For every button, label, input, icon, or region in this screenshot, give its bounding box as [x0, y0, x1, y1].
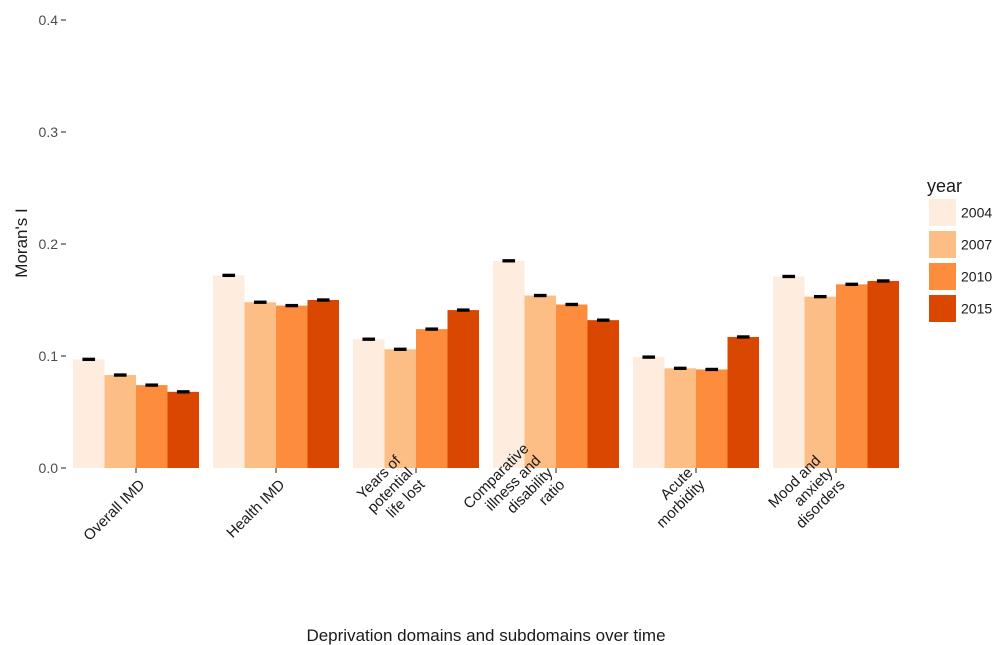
y-tick-label: 0.0 [39, 460, 59, 476]
bar-2010 [136, 385, 168, 468]
legend-label-2015: 2015 [961, 301, 992, 317]
bar-2007 [804, 296, 836, 468]
x-category-label: Acutemorbidity [641, 464, 708, 531]
bar-2015 [867, 280, 899, 468]
bar-2004 [73, 359, 105, 468]
bar-2010 [276, 305, 308, 468]
bar-2010 [556, 304, 588, 468]
bar-2004 [633, 357, 665, 468]
y-tick-label: 0.1 [39, 348, 59, 364]
legend-label-2007: 2007 [961, 237, 992, 253]
bar-2015 [167, 391, 199, 468]
legend-swatch-2015 [929, 295, 956, 322]
bar-2004 [213, 275, 245, 468]
x-category-label: Health IMD [223, 476, 288, 541]
bar-2004 [353, 339, 385, 468]
bar-2007 [104, 375, 136, 468]
x-category-label: Overall IMD [80, 476, 148, 544]
legend-label-2004: 2004 [961, 205, 992, 221]
legend: year 2004 2007 2010 2015 [927, 176, 992, 322]
bar-2010 [416, 329, 448, 468]
bar-2007 [384, 349, 416, 468]
bar-2010 [836, 284, 868, 468]
legend-swatch-2010 [929, 263, 956, 290]
legend-swatch-2007 [929, 231, 956, 258]
y-tick-label: 0.3 [39, 124, 59, 140]
y-tick-label: 0.4 [39, 12, 59, 28]
x-axis-title: Deprivation domains and subdomains over … [306, 626, 665, 645]
bar-2007 [524, 295, 556, 468]
bar-2007 [244, 302, 276, 468]
y-axis-title: Moran's I [12, 208, 31, 277]
bars [73, 259, 899, 468]
bar-2015 [587, 320, 619, 468]
bar-2004 [773, 276, 805, 468]
y-axis: 0.0 0.1 0.2 0.3 0.4 [39, 12, 66, 476]
legend-title: year [927, 176, 962, 196]
bar-2007 [664, 368, 696, 468]
y-tick-label: 0.2 [39, 236, 59, 252]
bar-2015 [727, 336, 759, 468]
bar-2015 [307, 300, 339, 468]
bar-2004 [493, 260, 525, 468]
bar-2010 [696, 369, 728, 468]
legend-label-2010: 2010 [961, 269, 992, 285]
bar-2015 [447, 310, 479, 468]
legend-swatch-2004 [929, 199, 956, 226]
